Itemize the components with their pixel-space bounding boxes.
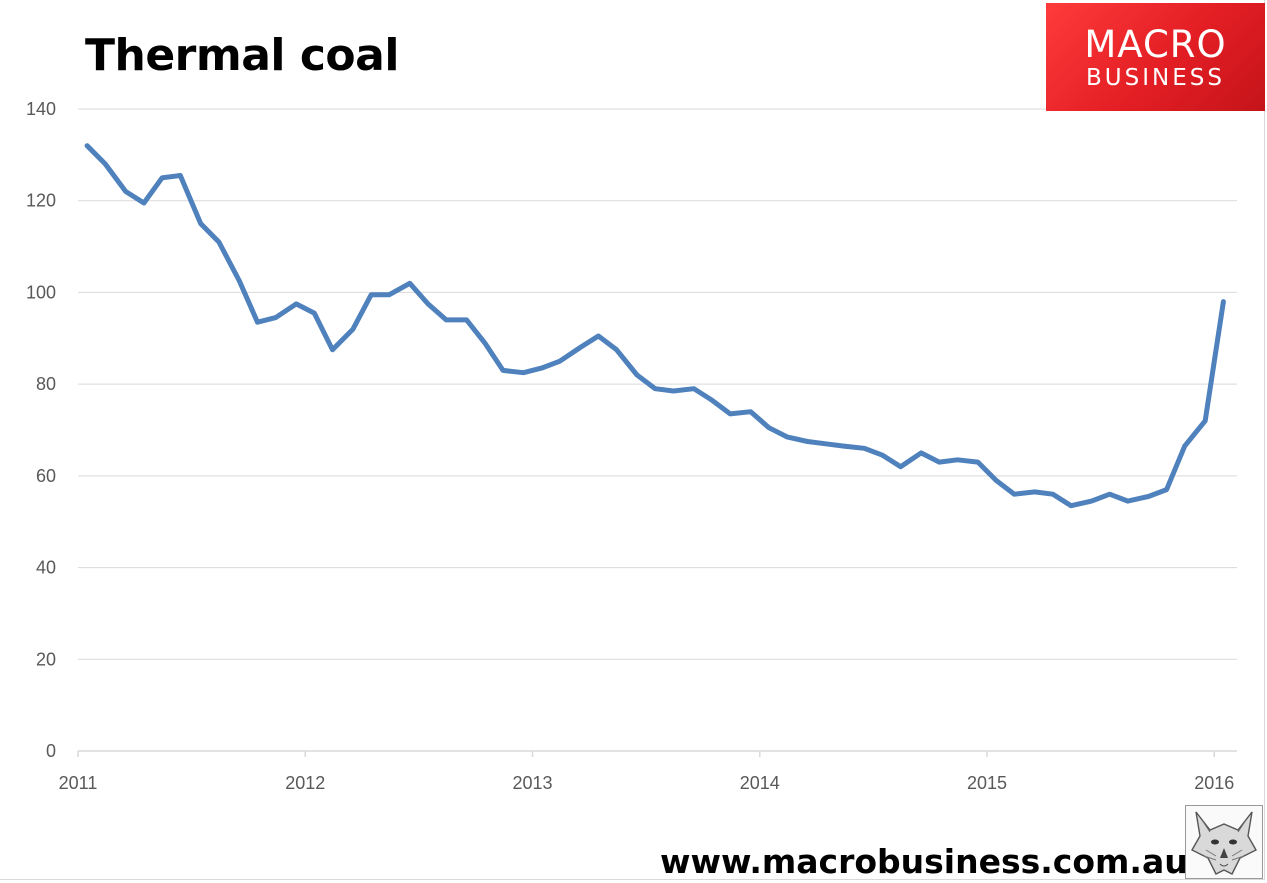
series-line — [87, 146, 1223, 506]
x-tick-label: 2015 — [967, 773, 1007, 793]
y-tick-label: 80 — [36, 374, 56, 394]
y-tick-labels: 0 20 40 60 80 100 120 140 — [26, 99, 56, 761]
y-tick-label: 120 — [26, 191, 56, 211]
logo-text-business: BUSINESS — [1046, 65, 1265, 91]
gridlines — [78, 109, 1237, 659]
x-tick-labels: 2011 2012 2013 2014 2015 2016 — [59, 773, 1235, 793]
y-tick-label: 40 — [36, 558, 56, 578]
y-tick-label: 60 — [36, 466, 56, 486]
x-axis — [78, 751, 1237, 757]
x-tick-label: 2011 — [59, 773, 98, 793]
y-tick-label: 100 — [26, 282, 56, 302]
x-tick-label: 2012 — [285, 773, 325, 793]
series-layer — [87, 146, 1223, 506]
footer-url: www.macrobusiness.com.au — [660, 842, 1188, 881]
y-tick-label: 20 — [36, 649, 56, 669]
fox-icon — [1185, 805, 1263, 879]
macro-business-logo: MACRO BUSINESS — [1046, 3, 1265, 111]
chart-title: Thermal coal — [85, 30, 399, 81]
x-tick-label: 2014 — [740, 773, 780, 793]
y-tick-label: 140 — [26, 99, 56, 119]
x-tick-label: 2013 — [512, 773, 552, 793]
x-tick-label: 2016 — [1194, 773, 1234, 793]
logo-text-macro: MACRO — [1046, 23, 1265, 66]
y-tick-label: 0 — [46, 741, 56, 761]
